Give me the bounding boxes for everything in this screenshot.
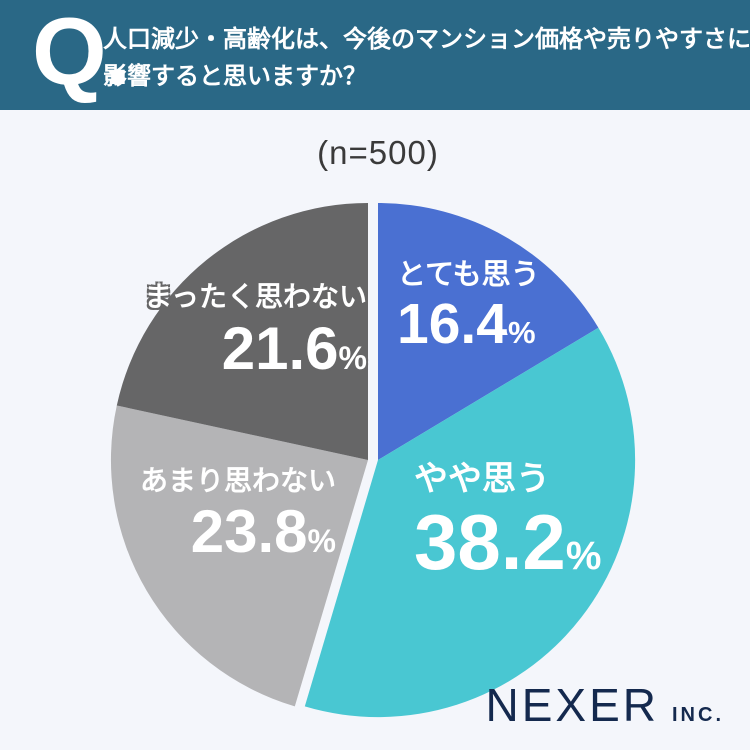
pie-slice-yaya-omou (304, 327, 636, 718)
slice-label-amari-omowanai: あまり思わない 23.8% (140, 461, 336, 562)
question-text: 人口減少・高齢化は、今後のマンション価格や売りやすさに 影響すると思いますか？ (103, 21, 750, 95)
slice-value-line: 16.4% (397, 295, 540, 353)
brand-suffix: INC. (672, 704, 724, 726)
slice-label-yaya-omou: やや思う 38.2% (414, 455, 601, 583)
slice-unit: % (307, 523, 336, 559)
slice-value: 23.8 (190, 498, 308, 565)
slice-unit: % (338, 340, 367, 376)
pie-slice-totemo-omou (378, 202, 599, 460)
slice-name: やや思う (414, 460, 550, 498)
pie-slice-mattaku-omowanai (116, 202, 368, 460)
question-line-1: 人口減少・高齢化は、今後のマンション価格や売りやすさに (103, 26, 750, 53)
slice-value-line: 23.8% (140, 501, 336, 562)
slice-value-line: 38.2% (414, 502, 602, 583)
slice-label-totemo-omou: とても思う 16.4% (397, 255, 540, 353)
slice-unit: % (565, 534, 602, 578)
slice-name: まったく思わない (144, 281, 367, 312)
slice-name: あまり思わない (139, 465, 336, 496)
pie-group-disagree (110, 202, 368, 707)
q-mark: Q. (32, 0, 131, 105)
slice-name: とても思う (397, 259, 540, 291)
question-header: Q. 人口減少・高齢化は、今後のマンション価格や売りやすさに 影響すると思います… (0, 0, 750, 110)
sample-size-label: (n=500) (317, 134, 439, 171)
slice-label-mattaku-omowanai: まったく思わない 21.6% (144, 276, 367, 379)
question-line-2: 影響すると思いますか？ (103, 63, 367, 90)
slice-value: 16.4 (397, 292, 508, 356)
slice-unit: % (507, 315, 536, 350)
slice-value: 21.6 (221, 315, 339, 382)
pie-slice-amari-omowanai (110, 405, 368, 707)
nexer-logo: NEXER INC. (486, 678, 724, 732)
slice-value-line: 21.6% (144, 318, 367, 379)
slice-value: 38.2 (414, 498, 566, 586)
pie-group-agree (304, 202, 636, 718)
brand-name: NEXER (485, 679, 659, 731)
